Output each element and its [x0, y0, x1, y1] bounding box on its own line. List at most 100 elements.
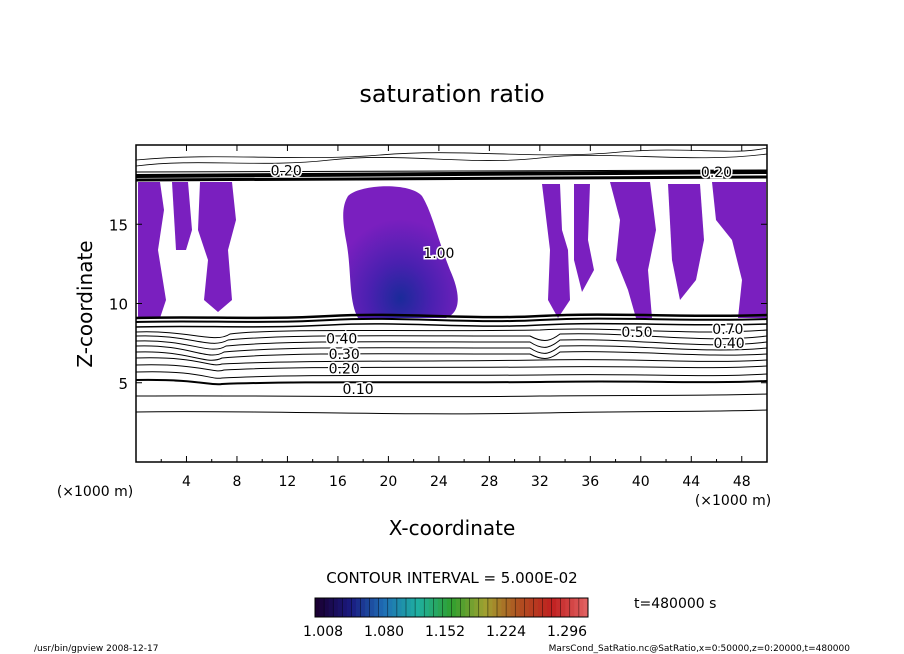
colorbar-cell — [355, 598, 361, 617]
x-axis-label: X-coordinate — [389, 516, 516, 540]
colorbar-cell — [378, 598, 384, 617]
contour-label: 0.20 — [701, 165, 732, 181]
contour-label: 0.30 — [329, 347, 360, 363]
x-tick-label: 20 — [379, 474, 397, 490]
colorbar-cell — [424, 598, 430, 617]
y-tick-label: 10 — [109, 296, 128, 314]
x-tick-label: 24 — [430, 474, 448, 490]
colorbar-cell — [519, 598, 525, 617]
colorbar-cell — [556, 598, 562, 617]
supersaturated-regions — [138, 182, 766, 318]
contour-label: 0.40 — [714, 336, 745, 352]
colorbar-cell — [478, 598, 484, 617]
colorbar-cell — [442, 598, 448, 617]
colorbar-cell — [451, 598, 457, 617]
colorbar-cell — [483, 598, 489, 617]
colorbar-cell — [515, 598, 521, 617]
colorbar-cell — [583, 598, 589, 617]
colorbar-tick-label: 1.152 — [425, 624, 465, 640]
colorbar-cell — [392, 598, 398, 617]
colorbar-cell — [501, 598, 507, 617]
colorbar-cell — [415, 598, 421, 617]
boundary-contour-band — [136, 313, 767, 415]
colorbar-cell — [387, 598, 393, 617]
time-label: t=480000 s — [634, 596, 716, 612]
contour-label: 0.20 — [271, 163, 302, 179]
x-unit-right: (×1000 m) — [695, 493, 771, 509]
contour-field — [136, 147, 767, 415]
colorbar-cell — [419, 598, 425, 617]
y-axis-label: Z-coordinate — [73, 240, 97, 367]
x-axis-ticks: 4 8 12 16 20 24 28 32 36 40 44 48 — [160, 145, 751, 490]
contour-label: 0.70 — [712, 322, 743, 338]
colorbar-cell — [410, 598, 416, 617]
colorbar-cell — [342, 598, 348, 617]
x-tick-label: 4 — [182, 474, 191, 490]
colorbar-cell — [510, 598, 516, 617]
x-tick-label: 40 — [632, 474, 650, 490]
colorbar-cell — [328, 598, 334, 617]
contour-label: 1.00 — [423, 246, 454, 262]
colorbar-cell — [560, 598, 566, 617]
x-tick-label: 48 — [733, 474, 751, 490]
x-tick-label: 44 — [682, 474, 700, 490]
x-tick-label: 28 — [480, 474, 498, 490]
contour-labels: 0.100.200.300.40 0.500.400.700.200.201.00 — [269, 162, 746, 400]
footer-left: /usr/bin/gpview 2008-12-17 — [34, 644, 158, 654]
colorbar-cell — [337, 598, 343, 617]
colorbar-cell — [569, 598, 575, 617]
colorbar-tick-label: 1.224 — [486, 624, 526, 640]
colorbar-cell — [333, 598, 339, 617]
contour-label: 0.20 — [329, 361, 360, 377]
colorbar-cell — [369, 598, 375, 617]
colorbar-cell — [374, 598, 380, 617]
colorbar-cell — [537, 598, 543, 617]
colorbar-cell — [542, 598, 548, 617]
colorbar-cell — [401, 598, 407, 617]
colorbar — [314, 597, 589, 618]
colorbar-cell — [437, 598, 443, 617]
chart-title: saturation ratio — [359, 80, 544, 108]
colorbar-cell — [565, 598, 571, 617]
colorbar-cell — [469, 598, 475, 617]
colorbar-cell — [433, 598, 439, 617]
colorbar-cell — [456, 598, 462, 617]
colorbar-cell — [578, 598, 584, 617]
x-unit-left: (×1000 m) — [57, 484, 133, 500]
colorbar-cell — [365, 598, 371, 617]
x-tick-label: 16 — [329, 474, 347, 490]
contour-label: 0.50 — [621, 325, 652, 341]
colorbar-cell — [324, 598, 330, 617]
x-tick-label: 12 — [279, 474, 297, 490]
colorbar-cell — [383, 598, 389, 617]
x-tick-label: 36 — [581, 474, 599, 490]
x-tick-label: 8 — [232, 474, 241, 490]
colorbar-cell — [351, 598, 357, 617]
upper-contours — [136, 147, 767, 182]
colorbar-cell — [492, 598, 498, 617]
colorbar-tick-label: 1.296 — [547, 624, 587, 640]
footer-right: MarsCond_SatRatio.nc@SatRatio,x=0:50000,… — [549, 644, 851, 654]
colorbar-cell — [497, 598, 503, 617]
colorbar-cell — [319, 598, 325, 617]
colorbar-cell — [428, 598, 434, 617]
y-axis-ticks: 5 10 15 — [109, 216, 767, 393]
plot-area: 0.100.200.300.40 0.500.400.700.200.201.00… — [109, 144, 768, 490]
colorbar-cell — [551, 598, 557, 617]
colorbar-cell — [465, 598, 471, 617]
colorbar-tick-label: 1.080 — [364, 624, 404, 640]
colorbar-cell — [360, 598, 366, 617]
colorbar-cell — [524, 598, 530, 617]
colorbar-cell — [487, 598, 493, 617]
y-tick-label: 5 — [118, 375, 128, 393]
colorbar-cell — [547, 598, 553, 617]
colorbar-tick-label: 1.008 — [303, 624, 343, 640]
colorbar-cell — [446, 598, 452, 617]
contour-label: 0.40 — [326, 331, 357, 347]
colorbar-tick-labels: 1.008 1.080 1.152 1.224 1.296 — [303, 624, 587, 640]
colorbar-cell — [396, 598, 402, 617]
colorbar-cell — [474, 598, 480, 617]
colorbar-cell — [315, 598, 321, 617]
colorbar-cell — [528, 598, 534, 617]
